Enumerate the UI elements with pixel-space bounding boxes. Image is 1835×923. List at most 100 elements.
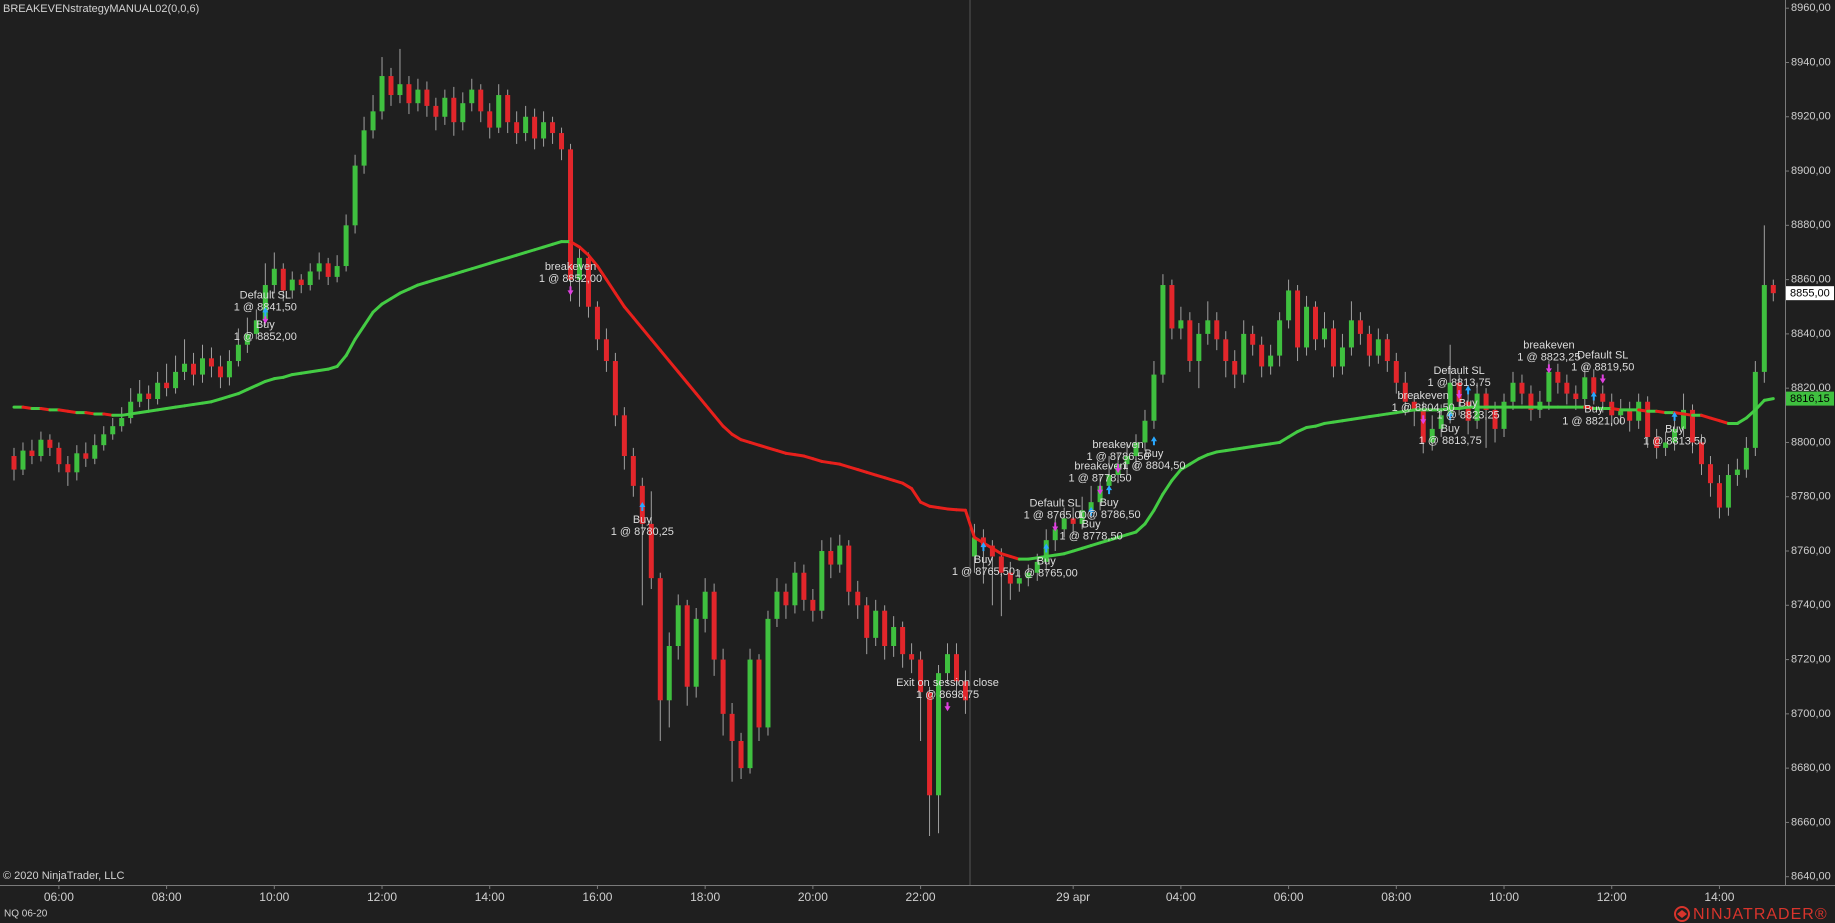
candle-body (469, 89, 475, 104)
candle-body (29, 450, 35, 457)
candle-body (1582, 377, 1588, 400)
moving-average (290, 371, 303, 377)
candle-body (810, 599, 816, 611)
x-tick-label: 06:00 (1274, 890, 1304, 904)
moving-average (1314, 421, 1326, 428)
moving-average (308, 369, 321, 374)
candle-body (1690, 409, 1696, 443)
moving-average (551, 240, 564, 246)
moving-average (165, 405, 178, 411)
candle-body (1429, 428, 1435, 443)
moving-average (1161, 478, 1174, 496)
candle-body (1223, 339, 1229, 362)
moving-average (156, 407, 169, 412)
moving-average (515, 250, 528, 257)
price-marker-label: 8855,00 (1790, 288, 1830, 300)
moving-average (335, 354, 348, 368)
execution-arrow (944, 702, 951, 712)
copyright: © 2020 NinjaTrader, LLC (3, 870, 124, 882)
moving-average (569, 240, 581, 249)
execution-label: Buy (1584, 403, 1603, 415)
execution-label: Buy (1037, 555, 1056, 567)
candle-body (92, 445, 98, 459)
candle-body (1330, 328, 1336, 367)
moving-average (1242, 445, 1255, 450)
candle-body (208, 358, 214, 367)
candle-body (1698, 442, 1704, 465)
moving-average (883, 476, 896, 482)
moving-average (1637, 408, 1650, 413)
candle-body (1088, 502, 1094, 511)
moving-average (1269, 440, 1282, 446)
candle-body (74, 453, 80, 473)
execution-label: 1 @ 8698,75 (916, 689, 979, 701)
execution-arrow (1447, 411, 1454, 421)
moving-average (802, 454, 815, 461)
moving-average (362, 310, 375, 328)
candle-body (1277, 320, 1283, 356)
moving-average (829, 461, 842, 466)
moving-average (1296, 426, 1309, 434)
execution-label: Buy (1441, 423, 1460, 435)
candle-body (837, 545, 843, 565)
moving-average (227, 392, 240, 398)
execution-arrow (1465, 385, 1472, 395)
candle-body (585, 257, 591, 307)
y-tick-label: 8940,00 (1791, 56, 1831, 68)
candle-body (945, 654, 951, 674)
execution-arrow (1088, 506, 1095, 516)
execution-arrow (1150, 436, 1157, 446)
candle-body (1304, 306, 1310, 348)
moving-average (1439, 407, 1452, 412)
candle-body (361, 130, 367, 166)
execution-arrow (1097, 485, 1104, 495)
moving-average (120, 412, 133, 417)
candle-body (1250, 333, 1256, 345)
candle-body (1501, 401, 1507, 429)
execution-label: 1 @ 8804,50 (1392, 402, 1455, 414)
candle-body (280, 268, 286, 291)
execution-label: Buy (1100, 497, 1119, 509)
execution-label: Buy (256, 319, 275, 331)
moving-average (748, 440, 761, 447)
execution-arrow (1599, 374, 1606, 384)
moving-average (1305, 424, 1318, 430)
candle-body (828, 551, 834, 565)
moving-average (443, 272, 456, 279)
moving-average (874, 473, 887, 480)
candle-body (271, 268, 277, 286)
moving-average (919, 500, 932, 508)
moving-average (1717, 419, 1730, 425)
moving-average (1349, 416, 1362, 421)
execution-label: 1 @ 8765,50 (952, 566, 1015, 578)
moving-average (892, 478, 905, 485)
x-tick-label: 14:00 (1704, 890, 1734, 904)
moving-average (1170, 468, 1183, 482)
candle-body (182, 363, 188, 372)
candle-body (783, 591, 789, 606)
y-tick-label: 8840,00 (1791, 328, 1831, 340)
candle-body (1663, 442, 1669, 448)
x-tick-label: 22:00 (906, 890, 936, 904)
candle-body (1295, 290, 1301, 348)
candle-body (397, 84, 403, 96)
moving-average (1385, 411, 1398, 416)
moving-average (1673, 411, 1686, 416)
logo: NINJATRADER® (1693, 906, 1828, 923)
candle-body (406, 84, 412, 104)
moving-average (928, 504, 941, 510)
candle-body (1366, 333, 1372, 356)
moving-average (1251, 443, 1264, 449)
candle-body (1348, 320, 1354, 348)
candle-body (128, 401, 134, 419)
candle-body (864, 605, 870, 638)
candle-body (289, 279, 295, 291)
execution-arrow (980, 542, 987, 552)
moving-average (793, 453, 806, 458)
moving-average (1762, 397, 1775, 402)
moving-average (425, 278, 438, 284)
candle-body (415, 89, 421, 104)
moving-average (847, 465, 860, 472)
y-tick-label: 8880,00 (1791, 219, 1831, 231)
